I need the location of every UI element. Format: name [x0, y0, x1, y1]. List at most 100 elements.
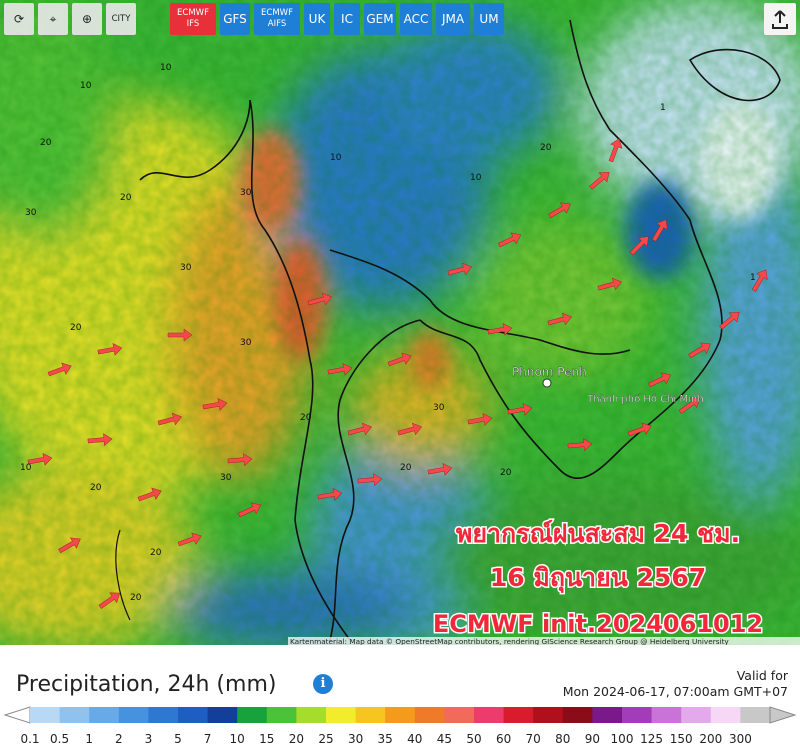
wind-arrow [97, 342, 123, 356]
model-button[interactable]: ECMWF IFS [170, 3, 216, 35]
share-button[interactable] [764, 3, 796, 35]
contour-label: 30 [220, 473, 232, 483]
model-button[interactable]: GFS [220, 3, 250, 35]
scale-label: 25 [318, 732, 333, 746]
scale-swatch [59, 707, 90, 723]
scale-swatch [710, 707, 741, 723]
contour-label: 20 [500, 468, 512, 478]
valid-time: Valid for Mon 2024-06-17, 07:00am GMT+07 [563, 668, 788, 700]
scale-label: 60 [496, 732, 511, 746]
place-label: Thành phố Hồ Chí Minh [586, 393, 704, 405]
contour-label: 30 [180, 263, 192, 273]
wind-arrow [347, 422, 372, 436]
contour-label: 20 [130, 593, 142, 603]
scale-label: 50 [466, 732, 481, 746]
attribution: Kartenmaterial: Map data © OpenStreetMap… [290, 637, 729, 645]
wind-arrow [651, 219, 668, 242]
wind-arrow [467, 412, 493, 426]
overlay-line: 16 มิถุนายน 2567 [490, 563, 706, 594]
scale-swatch [178, 707, 209, 723]
color-scale: 0.1 0.5 1 2 3 5 7 10 15 20 25 30 35 40 45 50 60 70 80 90 100… [3, 706, 797, 746]
model-button[interactable]: GEM [364, 3, 396, 35]
scale-label: 70 [526, 732, 541, 746]
model-button[interactable]: UM [474, 3, 504, 35]
scale-label: 20 [289, 732, 304, 746]
share-icon [772, 10, 788, 29]
contour-label: 10 [20, 463, 32, 473]
scale-swatch [444, 707, 475, 723]
wind-arrow [157, 412, 182, 426]
contour-label: 30 [240, 338, 252, 348]
contour-label: 10 [470, 173, 482, 183]
city-button[interactable]: CITY [106, 3, 136, 35]
scale-label: 3 [145, 732, 153, 746]
contour-label: 1 [750, 273, 756, 283]
wind-arrow [678, 397, 701, 414]
contour-label: 20 [540, 143, 552, 153]
texture [0, 0, 800, 645]
scale-label: 35 [378, 732, 393, 746]
wind-arrow [317, 487, 343, 501]
scale-label: 100 [611, 732, 634, 746]
wind-arrow [719, 312, 740, 330]
scale-label: 0.1 [20, 732, 39, 746]
model-button[interactable]: IC [334, 3, 360, 35]
model-button[interactable]: ACC [400, 3, 432, 35]
scale-label: 30 [348, 732, 363, 746]
scale-label: 2 [115, 732, 123, 746]
map[interactable]: 10 20 20 30 30 30 20 10 20 20 30 30 20 10 10 20 20 30 20 20… [0, 0, 800, 645]
scale-swatch [474, 707, 505, 723]
wind-arrow [202, 397, 228, 411]
wind-arrow [629, 236, 649, 256]
scale-swatch [651, 707, 682, 723]
scale-swatch [266, 707, 297, 723]
zoom-button[interactable]: ⊕ [72, 3, 102, 35]
reload-button[interactable]: ⟳ [4, 3, 34, 35]
valid-label: Valid for [736, 668, 788, 683]
scale-swatch [503, 707, 534, 723]
model-button[interactable]: ECMWF AIFS [254, 3, 300, 35]
wind-arrow [307, 292, 332, 306]
valid-value: Mon 2024-06-17, 07:00am GMT+07 [562, 684, 788, 699]
wind-arrow [137, 487, 162, 502]
wind-arrow [751, 269, 768, 292]
contour-label: 20 [90, 483, 102, 493]
wind-arrow [447, 262, 472, 276]
wind-arrow [98, 592, 121, 609]
contour-labels: 10 20 20 30 30 30 20 10 20 20 30 30 20 10 10 20 20 30 20 20… [20, 63, 756, 603]
scale-label: 80 [555, 732, 570, 746]
wind-arrow [688, 342, 711, 359]
contour-label: 20 [300, 413, 312, 423]
wind-arrow [589, 172, 610, 190]
contour-label: 20 [150, 548, 162, 558]
wind-arrow [387, 352, 412, 367]
attribution-bg [288, 637, 800, 645]
scale-label: 1 [85, 732, 93, 746]
contour-label: 30 [240, 188, 252, 198]
contour-label: 20 [40, 138, 52, 148]
contour-label: 10 [330, 153, 342, 163]
scale-swatch [237, 707, 268, 723]
contour-label: 20 [70, 323, 82, 333]
wind-arrow [647, 372, 672, 388]
scale-label: 300 [729, 732, 752, 746]
wind-arrow [167, 328, 193, 342]
wind-arrow [597, 277, 622, 291]
model-button[interactable]: JMA [436, 3, 470, 35]
scale-label: 125 [640, 732, 663, 746]
info-button[interactable]: i [313, 674, 333, 694]
wind-arrows [27, 138, 768, 609]
city-dot [542, 378, 552, 388]
scale-swatch [622, 707, 653, 723]
model-button[interactable]: UK [304, 3, 330, 35]
locate-button[interactable]: ⌖ [38, 3, 68, 35]
contour-label: 10 [80, 81, 92, 91]
place-label: Phnom Penh [512, 365, 587, 379]
scale-label: 0.5 [50, 732, 69, 746]
scale-swatch [533, 707, 564, 723]
wind-arrow [327, 362, 353, 376]
scale-cap-left [3, 706, 31, 724]
wind-arrow [58, 537, 81, 554]
scale-swatch [296, 707, 327, 723]
